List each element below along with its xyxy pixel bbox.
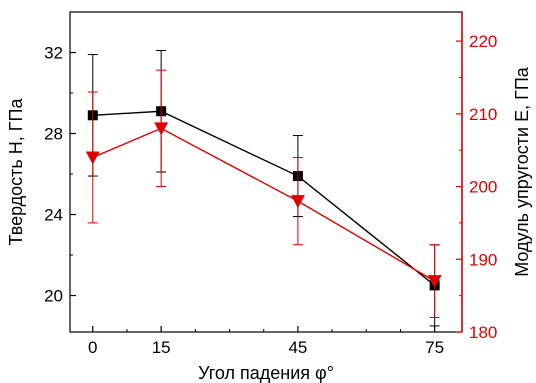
y-right-tick-label-210: 210 — [469, 105, 497, 124]
series-line — [92, 110, 436, 286]
y-left-tick-label-28: 28 — [44, 125, 63, 144]
y-axis-left-label: Твердость H, ГПа — [6, 98, 26, 246]
y-axis-right-label: Модуль упругости E, ГПа — [512, 66, 532, 277]
x-tick-label-0: 0 — [88, 338, 97, 357]
x-tick-label-75: 75 — [425, 338, 444, 357]
data-point — [290, 195, 305, 209]
series-modulus — [85, 69, 442, 318]
x-tick-label-45: 45 — [288, 338, 307, 357]
y-left-tick-label-20: 20 — [44, 287, 63, 306]
data-point — [85, 151, 100, 165]
y-right-tick-label-180: 180 — [469, 323, 497, 342]
plot-frame — [69, 11, 463, 333]
data-point — [154, 122, 169, 136]
y-right-tick-label-200: 200 — [469, 178, 497, 197]
x-tick-label-15: 15 — [152, 338, 171, 357]
data-point — [427, 275, 442, 289]
axis-ticks: 0 15 45 75 20 24 28 32 180 190 200 210 220 — [44, 11, 497, 357]
x-axis-label: Угол падения φ° — [198, 363, 334, 383]
y-right-tick-label-190: 190 — [469, 250, 497, 269]
y-left-tick-label-24: 24 — [44, 206, 63, 225]
y-left-tick-label-32: 32 — [44, 44, 63, 63]
series-hardness — [87, 49, 440, 327]
series-line — [92, 127, 436, 282]
y-right-tick-label-220: 220 — [469, 32, 497, 51]
